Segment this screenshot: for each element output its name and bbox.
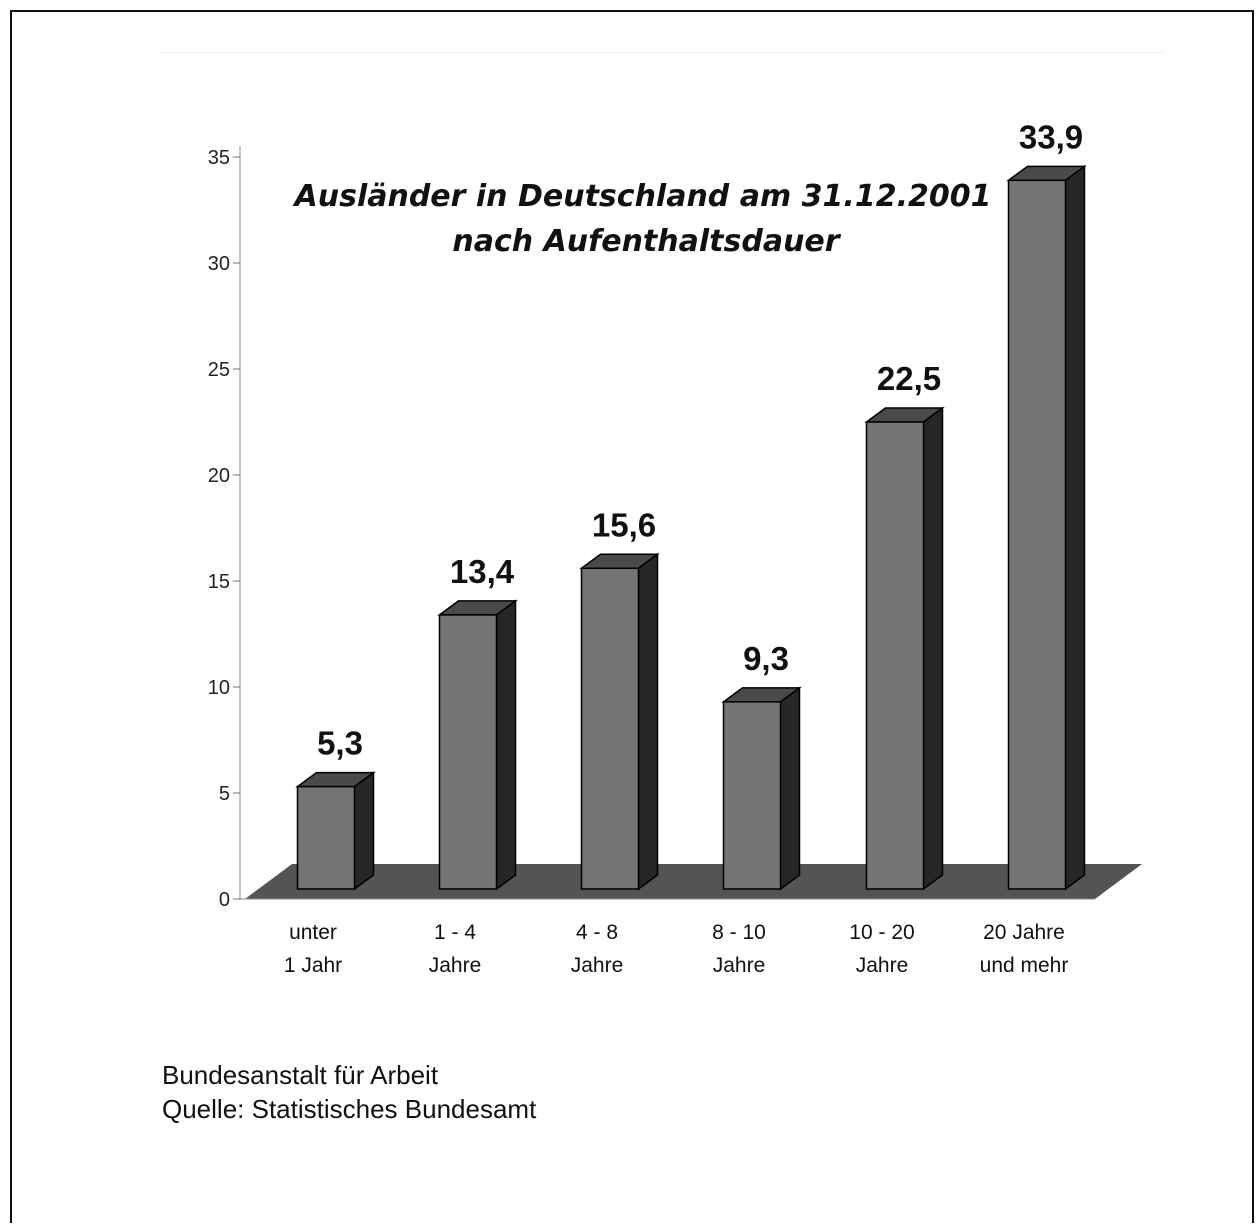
source-line-2: Quelle: Statistisches Bundesamt (162, 1094, 537, 1124)
x-tick-label-5-line-2: Jahre (856, 954, 909, 977)
chart-title: Ausländer in Deutschland am 31.12.2001 (293, 179, 992, 214)
bar-side-2 (495, 599, 517, 891)
bar-front-4 (722, 701, 782, 890)
x-tick-label-2-line-1: 1 - 4 (434, 921, 476, 944)
x-tick-label-1-line-1: unter (289, 921, 337, 944)
value-label-5: 22,5 (877, 360, 941, 397)
y-tick-label-20: 20 (208, 465, 230, 487)
y-tick-label-10: 10 (208, 677, 230, 699)
y-tick-label-15: 15 (208, 571, 230, 593)
bar-2 (437, 599, 518, 891)
bar-front-2 (438, 614, 498, 890)
bar-front-1 (296, 785, 356, 890)
bar-side-4 (779, 686, 801, 891)
bar-chart: 0 5 10 15 20 25 30 35 5,3 unter 1 Jahr 13,4 1 - 4 Ja… (208, 118, 1142, 977)
x-tick-label-4-line-1: 8 - 10 (712, 921, 766, 944)
source-line-1: Bundesanstalt für Arbeit (162, 1060, 439, 1090)
bar-1 (295, 771, 376, 891)
x-tick-label-5-line-1: 10 - 20 (849, 921, 914, 944)
bar-side-5 (922, 406, 944, 891)
y-tick-label-35: 35 (208, 147, 230, 169)
x-tick-label-3-line-1: 4 - 8 (576, 921, 618, 944)
y-tick-label-0: 0 (219, 889, 230, 911)
bar-3 (579, 552, 660, 891)
bar-front-6 (1007, 179, 1067, 890)
top-divider (160, 52, 1165, 53)
x-tick-label-4-line-2: Jahre (713, 954, 766, 977)
x-tick-label-6-line-2: und mehr (980, 954, 1069, 977)
y-tick-label-30: 30 (208, 253, 230, 275)
bar-6 (1006, 164, 1087, 891)
value-label-6: 33,9 (1019, 118, 1083, 155)
x-tick-label-2-line-2: Jahre (429, 954, 482, 977)
x-tick-label-1-line-2: 1 Jahr (284, 954, 342, 977)
bar-5 (864, 406, 945, 891)
value-label-4: 9,3 (743, 640, 789, 677)
chart-floor (245, 864, 1142, 899)
chart-subtitle: nach Aufenthaltsdauer (452, 224, 841, 259)
y-tick-label-5: 5 (219, 783, 230, 805)
bar-front-5 (865, 421, 925, 890)
bar-4 (721, 686, 802, 891)
bar-side-3 (637, 552, 659, 891)
bar-side-1 (353, 771, 375, 891)
value-label-2: 13,4 (450, 553, 515, 590)
bar-side-6 (1064, 164, 1086, 891)
value-label-1: 5,3 (317, 725, 363, 762)
value-label-3: 15,6 (592, 506, 656, 543)
bar-front-3 (580, 567, 640, 890)
x-tick-label-3-line-2: Jahre (571, 954, 624, 977)
source-note: Bundesanstalt für Arbeit Quelle: Statist… (162, 1058, 536, 1126)
y-tick-label-25: 25 (208, 359, 230, 381)
x-tick-label-6-line-1: 20 Jahre (983, 921, 1065, 944)
